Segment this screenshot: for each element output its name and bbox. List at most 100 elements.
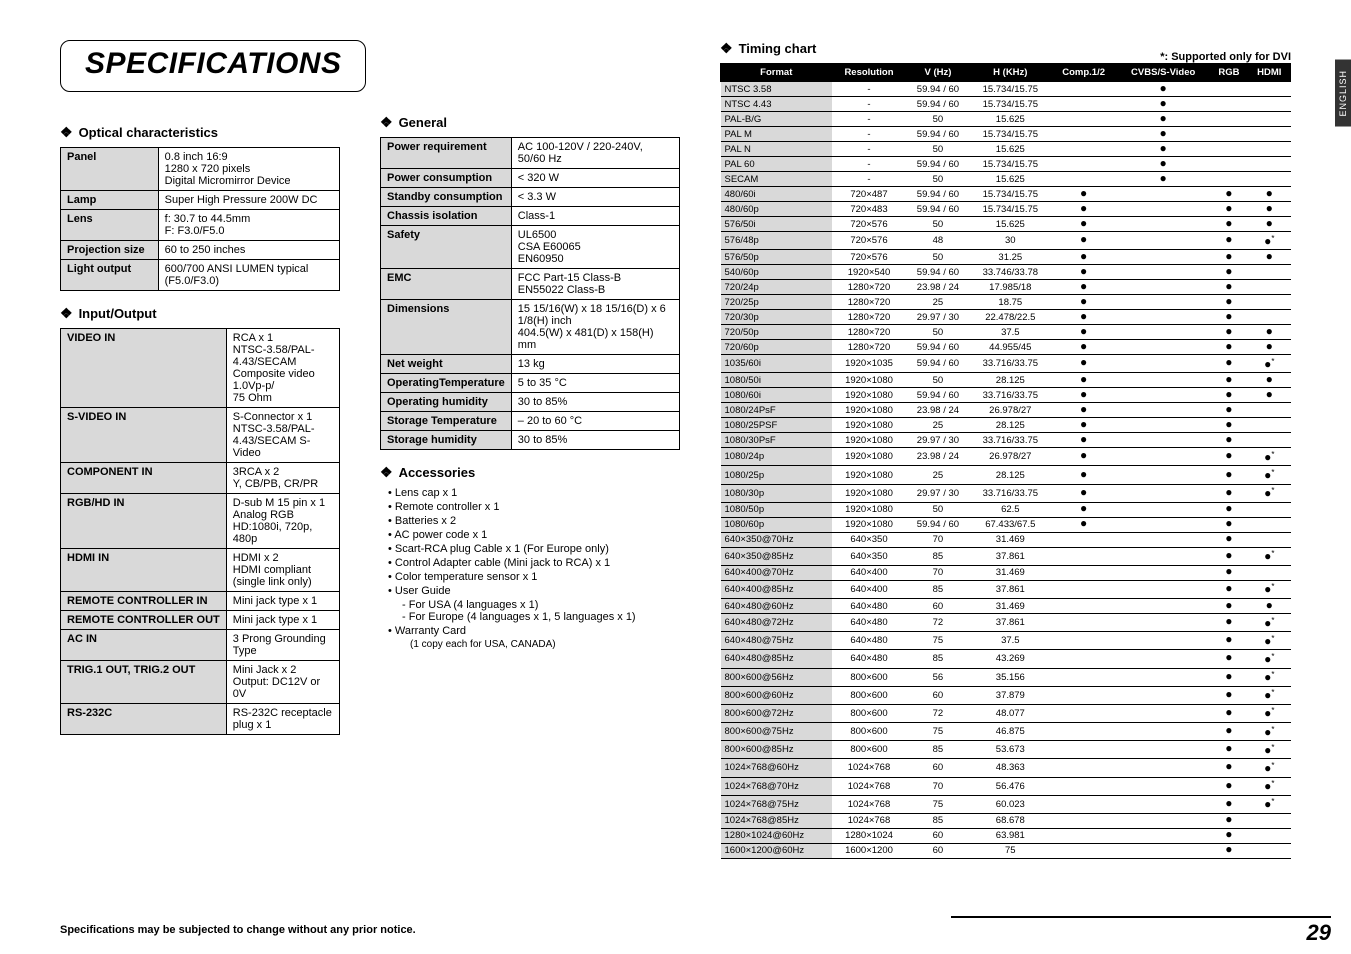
timing-cell — [1117, 484, 1210, 502]
timing-cell: 48.077 — [970, 704, 1051, 722]
spec-key: REMOTE CONTROLLER OUT — [61, 611, 227, 630]
timing-row: 640×350@70Hz640×3507031.469● — [721, 532, 1291, 547]
spec-value: UL6500CSA E60065EN60950 — [511, 226, 679, 269]
timing-cell — [1117, 565, 1210, 580]
language-tab: ENGLISH — [1335, 60, 1351, 127]
timing-cell — [1117, 280, 1210, 295]
timing-cell: 59.94 / 60 — [906, 265, 970, 280]
timing-cell: 1920×1080 — [832, 448, 906, 466]
timing-cell: ● — [1210, 433, 1248, 448]
timing-cell: ● — [1210, 843, 1248, 858]
timing-cell: ● — [1210, 403, 1248, 418]
spec-key: Lens — [61, 210, 159, 241]
timing-cell: 60 — [906, 759, 970, 777]
timing-cell: ●* — [1248, 668, 1290, 686]
timing-row: 1024×768@85Hz1024×7688568.678● — [721, 813, 1291, 828]
timing-cell — [1248, 112, 1290, 127]
timing-cell: PAL-B/G — [721, 112, 833, 127]
timing-cell: ● — [1248, 373, 1290, 388]
timing-cell: 1920×1080 — [832, 388, 906, 403]
timing-cell: 1024×768@70Hz — [721, 777, 833, 795]
timing-header-cell: HDMI — [1248, 64, 1290, 82]
timing-cell — [1210, 97, 1248, 112]
timing-cell — [1248, 295, 1290, 310]
timing-cell — [1248, 127, 1290, 142]
timing-cell: 800×600 — [832, 686, 906, 704]
timing-cell: 75 — [906, 632, 970, 650]
timing-cell — [1051, 97, 1117, 112]
timing-cell: ● — [1210, 448, 1248, 466]
timing-cell: ● — [1210, 217, 1248, 232]
timing-cell — [1210, 157, 1248, 172]
timing-cell: 640×400 — [832, 565, 906, 580]
timing-cell: PAL M — [721, 127, 833, 142]
timing-cell: 59.94 / 60 — [906, 97, 970, 112]
spec-key: Power consumption — [381, 169, 512, 188]
timing-cell: ● — [1117, 172, 1210, 187]
timing-cell: ● — [1210, 741, 1248, 759]
timing-cell — [1117, 759, 1210, 777]
spec-key: Projection size — [61, 241, 159, 260]
timing-cell: ●* — [1248, 466, 1290, 484]
timing-cell: ●* — [1248, 614, 1290, 632]
timing-cell: 1024×768 — [832, 759, 906, 777]
timing-cell — [1117, 828, 1210, 843]
spec-value: 3RCA x 2Y, CB/PB, CR/PR — [226, 463, 339, 494]
timing-cell — [1051, 580, 1117, 598]
spec-key: Storage humidity — [381, 431, 512, 450]
timing-cell: ● — [1210, 795, 1248, 813]
timing-cell — [1051, 759, 1117, 777]
timing-cell — [1248, 565, 1290, 580]
timing-cell: ● — [1051, 388, 1117, 403]
timing-cell: 800×600 — [832, 723, 906, 741]
timing-cell: 1035/60i — [721, 355, 833, 373]
timing-cell: 1920×1080 — [832, 403, 906, 418]
timing-cell: ● — [1210, 723, 1248, 741]
timing-cell: 576/48p — [721, 232, 833, 250]
timing-row: 640×480@72Hz640×4807237.861●●* — [721, 614, 1291, 632]
timing-cell: 1024×768 — [832, 777, 906, 795]
spec-key: Lamp — [61, 191, 159, 210]
timing-cell: ● — [1210, 265, 1248, 280]
timing-cell — [1117, 580, 1210, 598]
timing-row: 800×600@60Hz800×6006037.879●●* — [721, 686, 1291, 704]
timing-cell: 15.734/15.75 — [970, 157, 1051, 172]
spec-key: Operating humidity — [381, 393, 512, 412]
timing-cell — [1117, 310, 1210, 325]
timing-row: 540/60p1920×54059.94 / 6033.746/33.78●● — [721, 265, 1291, 280]
timing-cell: 1080/50p — [721, 502, 833, 517]
timing-cell — [1117, 813, 1210, 828]
timing-cell: ● — [1210, 650, 1248, 668]
page-number: 29 — [1307, 920, 1331, 946]
timing-cell — [1248, 97, 1290, 112]
timing-cell — [1051, 741, 1117, 759]
timing-row: 640×400@70Hz640×4007031.469● — [721, 565, 1291, 580]
spec-value: 3 Prong Grounding Type — [226, 630, 339, 661]
timing-cell: 640×350@85Hz — [721, 547, 833, 565]
timing-cell: - — [832, 127, 906, 142]
spec-key: AC IN — [61, 630, 227, 661]
timing-cell: - — [832, 142, 906, 157]
timing-row: 800×600@72Hz800×6007248.077●●* — [721, 704, 1291, 722]
timing-cell: ● — [1117, 82, 1210, 97]
timing-cell: 28.125 — [970, 466, 1051, 484]
timing-cell — [1117, 265, 1210, 280]
timing-cell: ● — [1051, 355, 1117, 373]
timing-row: 800×600@85Hz800×6008553.673●●* — [721, 741, 1291, 759]
timing-cell: ●* — [1248, 547, 1290, 565]
timing-cell — [1210, 82, 1248, 97]
timing-header-cell: V (Hz) — [906, 64, 970, 82]
timing-cell: ● — [1248, 187, 1290, 202]
timing-row: 1080/30p1920×108029.97 / 3033.716/33.75●… — [721, 484, 1291, 502]
timing-cell — [1248, 142, 1290, 157]
timing-cell: 720/60p — [721, 340, 833, 355]
table-general: Power requirementAC 100-120V / 220-240V,… — [380, 137, 680, 450]
spec-value: Class-1 — [511, 207, 679, 226]
timing-cell — [1248, 265, 1290, 280]
timing-cell: ● — [1117, 157, 1210, 172]
timing-cell: ● — [1210, 517, 1248, 532]
timing-cell: 15.734/15.75 — [970, 187, 1051, 202]
timing-cell: 59.94 / 60 — [906, 127, 970, 142]
timing-cell: 59.94 / 60 — [906, 157, 970, 172]
timing-cell: 59.94 / 60 — [906, 355, 970, 373]
